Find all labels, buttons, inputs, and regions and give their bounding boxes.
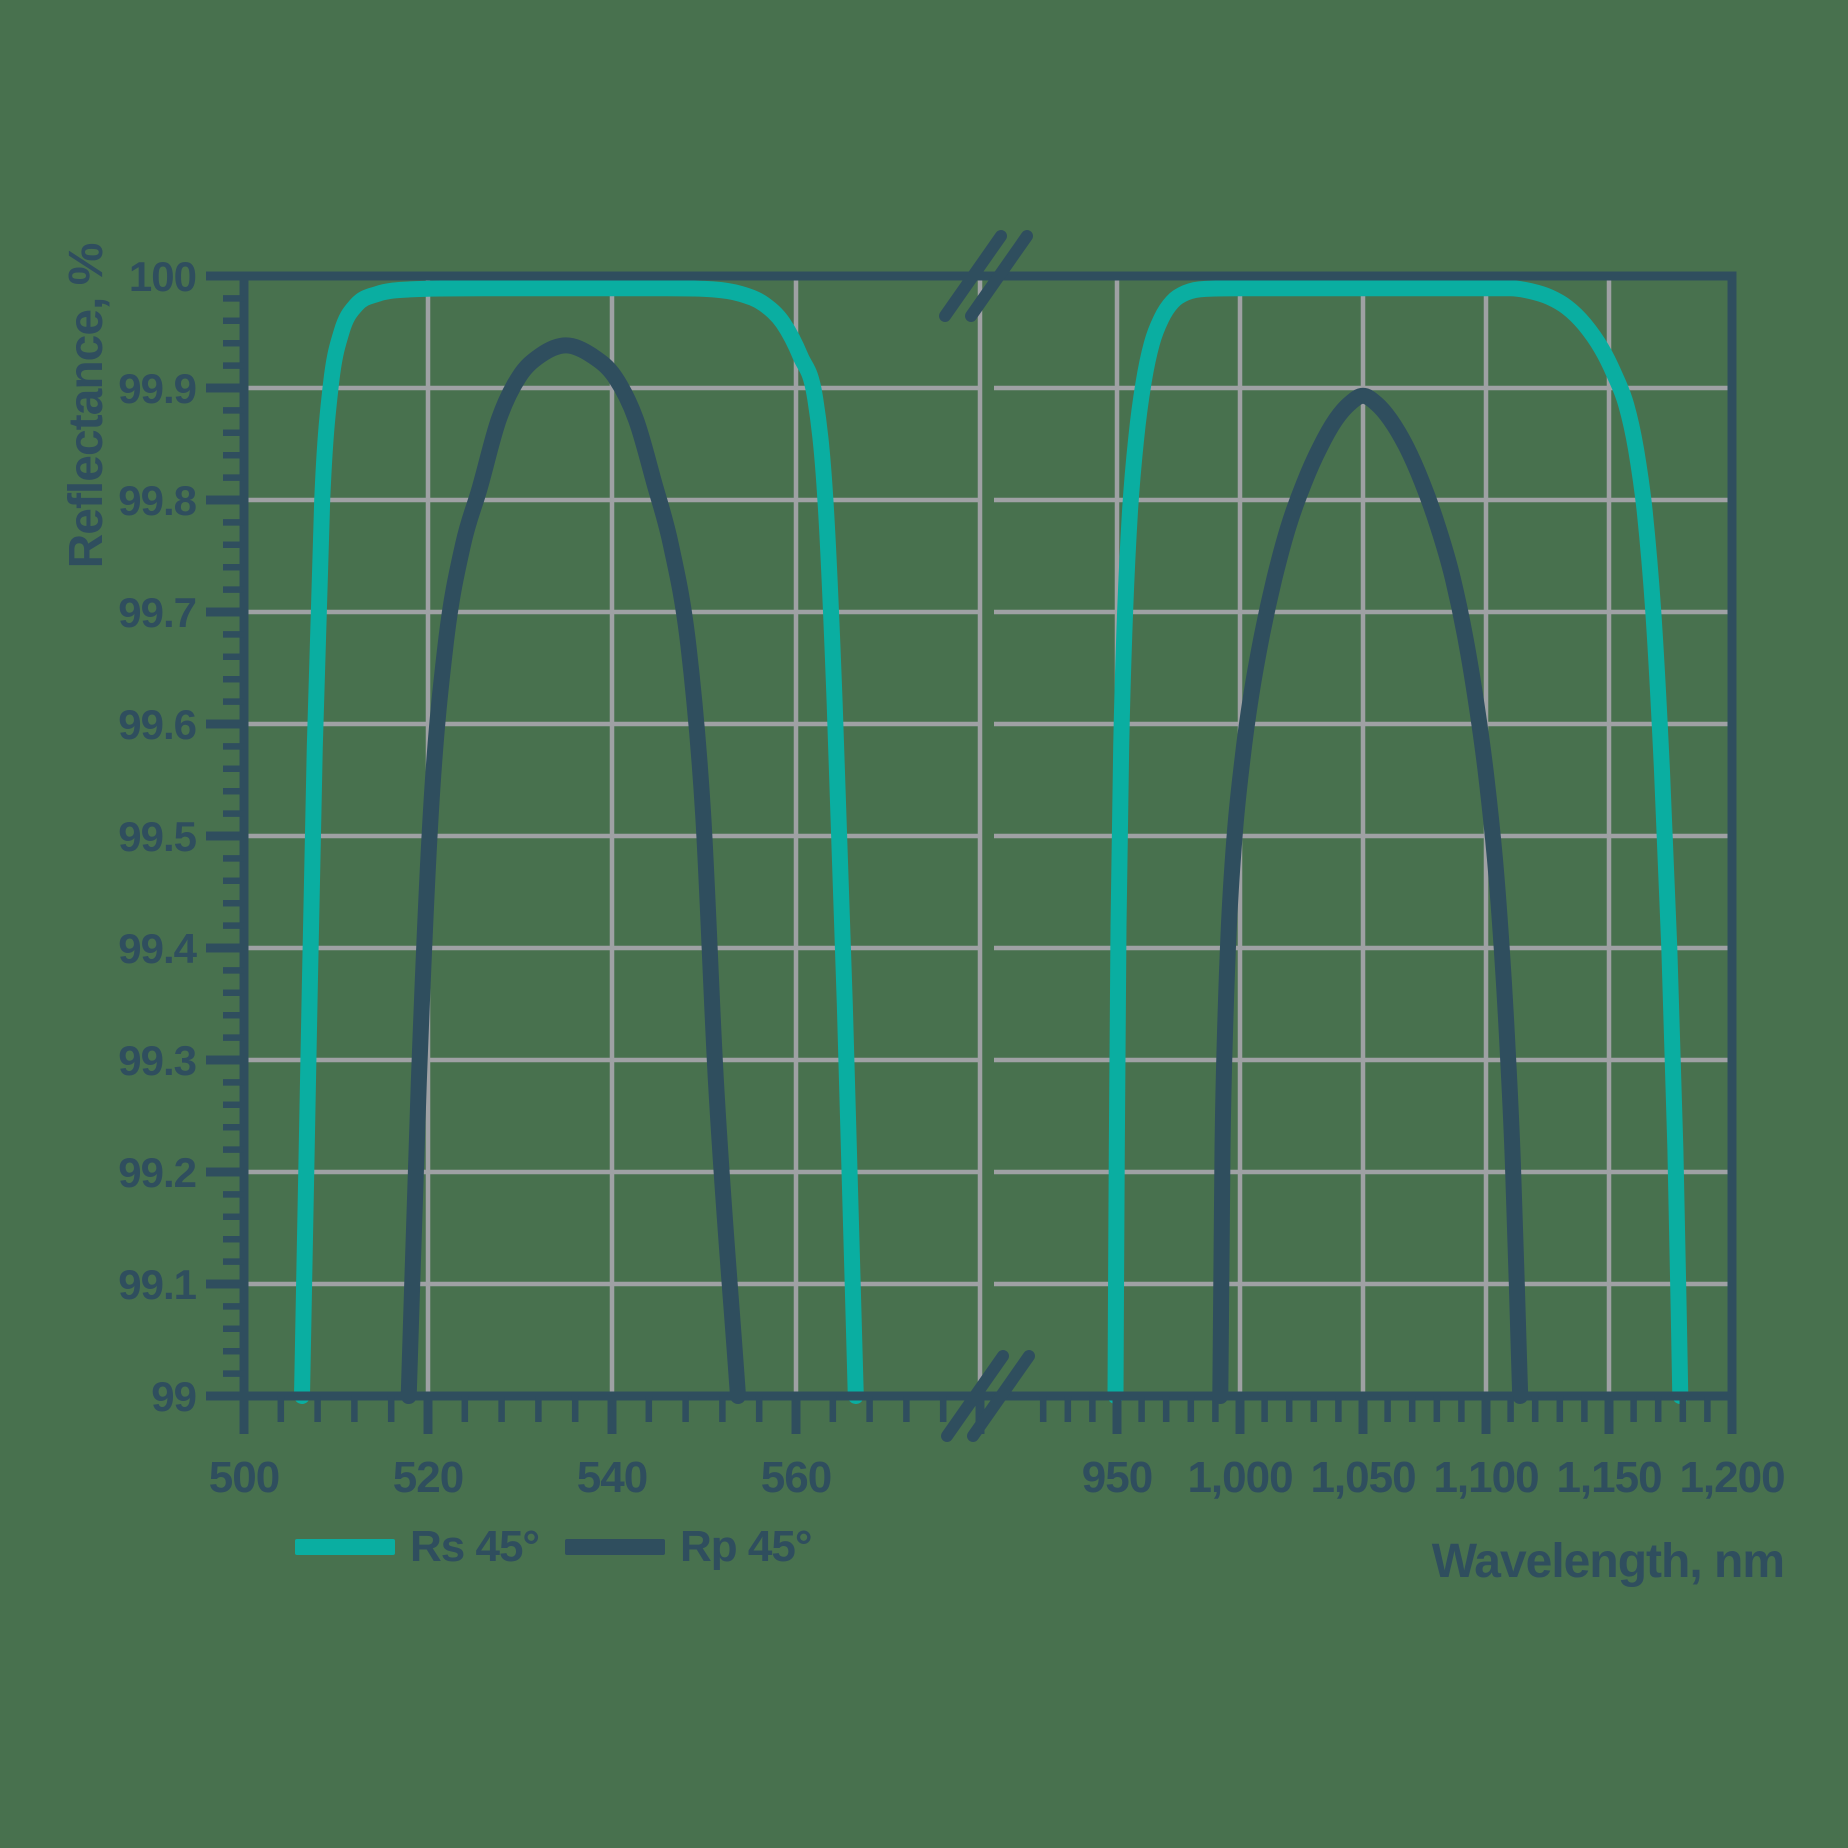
y-tick-label: 99.9 — [118, 365, 196, 412]
y-tick-label: 99.1 — [118, 1261, 196, 1308]
curve — [1107, 280, 1689, 1404]
y-tick-label: 100 — [129, 253, 196, 300]
series-rs — [294, 280, 1689, 1404]
x-tick-label: 1,150 — [1556, 1453, 1661, 1502]
series-rp — [400, 337, 1529, 1404]
y-axis-title: Reflectance, % — [59, 243, 113, 569]
x-tick-label: 500 — [209, 1453, 279, 1502]
y-tick-label: 99.6 — [118, 701, 196, 748]
x-tick-label: 1,050 — [1310, 1453, 1415, 1502]
legend-label-rp: Rp 45° — [680, 1522, 812, 1571]
x-tick-label: 1,000 — [1187, 1453, 1292, 1502]
y-tick-label: 99.7 — [118, 589, 196, 636]
x-tick-label: 540 — [577, 1453, 647, 1502]
curve — [1212, 387, 1529, 1404]
x-tick-label: 1,100 — [1433, 1453, 1538, 1502]
y-axis-ticks: 100 99.9 99.8 99.7 99.6 99.5 99.4 99.3 99.2 99.1 9… — [118, 253, 244, 1420]
x-tick-label: 520 — [393, 1453, 463, 1502]
x-tick-label: 560 — [761, 1453, 831, 1502]
y-tick-label: 99.4 — [118, 925, 197, 972]
x-axis-title: Wavelength, nm — [1431, 1535, 1785, 1588]
y-tick-label: 99.8 — [118, 477, 196, 524]
legend-label-rs: Rs 45° — [410, 1522, 540, 1571]
y-tick-label: 99.5 — [118, 813, 196, 860]
y-tick-label: 99.3 — [118, 1037, 196, 1084]
x-axis-ticks: 500 520 540 560 950 1,000 1,050 1,100 1,150 1,200 — [209, 1396, 1786, 1502]
y-tick-label: 99.2 — [118, 1149, 196, 1196]
legend-swatch-rp — [565, 1539, 666, 1555]
legend-swatch-rs — [295, 1539, 395, 1555]
y-tick-label: 99 — [151, 1373, 196, 1420]
x-tick-label: 1,200 — [1679, 1453, 1784, 1502]
x-tick-label: 950 — [1082, 1453, 1152, 1502]
axis-break-marks — [939, 230, 1035, 1442]
curve — [400, 337, 746, 1404]
curve — [294, 280, 864, 1404]
legend: Rs 45° Rp 45° — [295, 1522, 837, 1571]
